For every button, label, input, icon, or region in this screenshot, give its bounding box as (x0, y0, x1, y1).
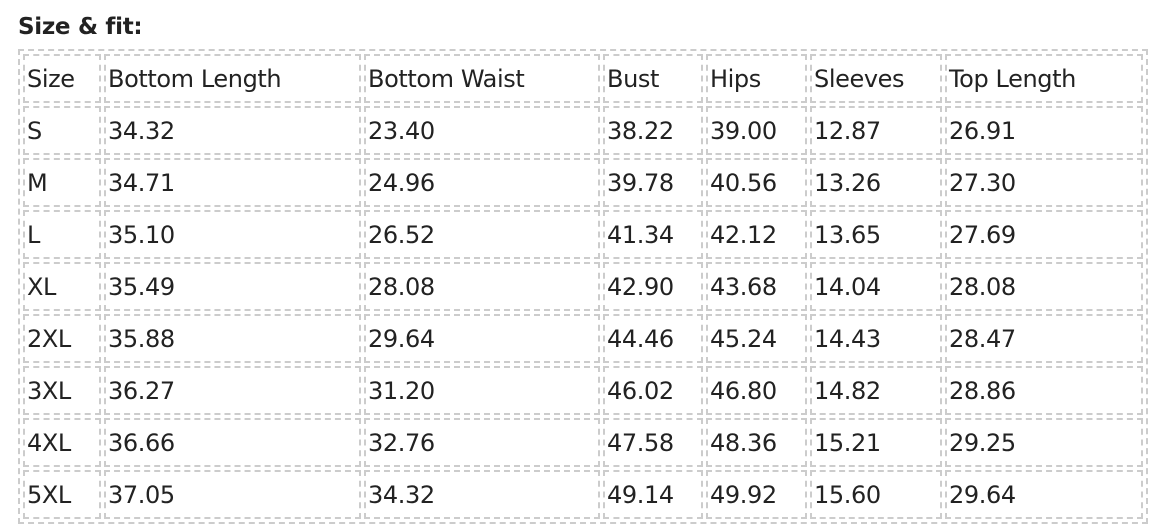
table-cell: 28.86 (945, 366, 1143, 415)
table-cell: 5XL (23, 470, 101, 519)
table-cell: 29.25 (945, 418, 1143, 467)
table-cell: 24.96 (364, 158, 600, 207)
table-cell: 40.56 (706, 158, 807, 207)
table-cell: 48.36 (706, 418, 807, 467)
table-cell: 37.05 (104, 470, 361, 519)
table-cell: 2XL (23, 314, 101, 363)
table-cell: 45.24 (706, 314, 807, 363)
table-cell: 26.91 (945, 106, 1143, 155)
table-cell: 39.78 (603, 158, 703, 207)
table-cell: 39.00 (706, 106, 807, 155)
table-cell: 46.02 (603, 366, 703, 415)
table-cell: 23.40 (364, 106, 600, 155)
table-cell: 12.87 (810, 106, 942, 155)
header-row: Size Bottom Length Bottom Waist Bust Hips Sle… (23, 54, 1143, 103)
table-cell: 14.43 (810, 314, 942, 363)
table-cell: 26.52 (364, 210, 600, 259)
table-cell: Bottom Length (104, 54, 361, 103)
table-cell: 13.26 (810, 158, 942, 207)
table-row: 4XL 36.66 32.76 47.58 48.36 15.21 29.25 (23, 418, 1143, 467)
table-cell: 15.21 (810, 418, 942, 467)
table-row: L 35.10 26.52 41.34 42.12 13.65 27.69 (23, 210, 1143, 259)
table-cell: 42.12 (706, 210, 807, 259)
section-title: Size & fit: (18, 14, 143, 40)
table-cell: L (23, 210, 101, 259)
table-row: 3XL 36.27 31.20 46.02 46.80 14.82 28.86 (23, 366, 1143, 415)
table-cell: S (23, 106, 101, 155)
table-cell: 32.76 (364, 418, 600, 467)
table-cell: XL (23, 262, 101, 311)
table-row: 5XL 37.05 34.32 49.14 49.92 15.60 29.64 (23, 470, 1143, 519)
table-cell: 44.46 (603, 314, 703, 363)
table-cell: Sleeves (810, 54, 942, 103)
table-cell: 28.08 (945, 262, 1143, 311)
table-cell: 29.64 (364, 314, 600, 363)
table-cell: 49.14 (603, 470, 703, 519)
table-cell: 35.49 (104, 262, 361, 311)
table-cell: 3XL (23, 366, 101, 415)
table-cell: Size (23, 54, 101, 103)
table-cell: 31.20 (364, 366, 600, 415)
table-cell: 29.64 (945, 470, 1143, 519)
size-chart-table: Size Bottom Length Bottom Waist Bust Hips Sle… (18, 49, 1148, 524)
table-cell: 46.80 (706, 366, 807, 415)
table-cell: Hips (706, 54, 807, 103)
table-cell: Top Length (945, 54, 1143, 103)
table-cell: 4XL (23, 418, 101, 467)
table-cell: Bust (603, 54, 703, 103)
table-cell: 34.71 (104, 158, 361, 207)
table-cell: M (23, 158, 101, 207)
table-cell: 42.90 (603, 262, 703, 311)
table-cell: 43.68 (706, 262, 807, 311)
table-cell: 36.27 (104, 366, 361, 415)
table-row: XL 35.49 28.08 42.90 43.68 14.04 28.08 (23, 262, 1143, 311)
table-cell: 13.65 (810, 210, 942, 259)
table-cell: Bottom Waist (364, 54, 600, 103)
table-cell: 36.66 (104, 418, 361, 467)
table-cell: 28.08 (364, 262, 600, 311)
table-row: 2XL 35.88 29.64 44.46 45.24 14.43 28.47 (23, 314, 1143, 363)
table-cell: 35.10 (104, 210, 361, 259)
table-cell: 28.47 (945, 314, 1143, 363)
table-cell: 34.32 (104, 106, 361, 155)
table-row: S 34.32 23.40 38.22 39.00 12.87 26.91 (23, 106, 1143, 155)
table-cell: 15.60 (810, 470, 942, 519)
table-cell: 35.88 (104, 314, 361, 363)
table-cell: 14.04 (810, 262, 942, 311)
table-cell: 27.30 (945, 158, 1143, 207)
table-cell: 38.22 (603, 106, 703, 155)
table-cell: 49.92 (706, 470, 807, 519)
table-cell: 34.32 (364, 470, 600, 519)
table-cell: 27.69 (945, 210, 1143, 259)
table-cell: 41.34 (603, 210, 703, 259)
table-row: M 34.71 24.96 39.78 40.56 13.26 27.30 (23, 158, 1143, 207)
table-cell: 14.82 (810, 366, 942, 415)
table-cell: 47.58 (603, 418, 703, 467)
